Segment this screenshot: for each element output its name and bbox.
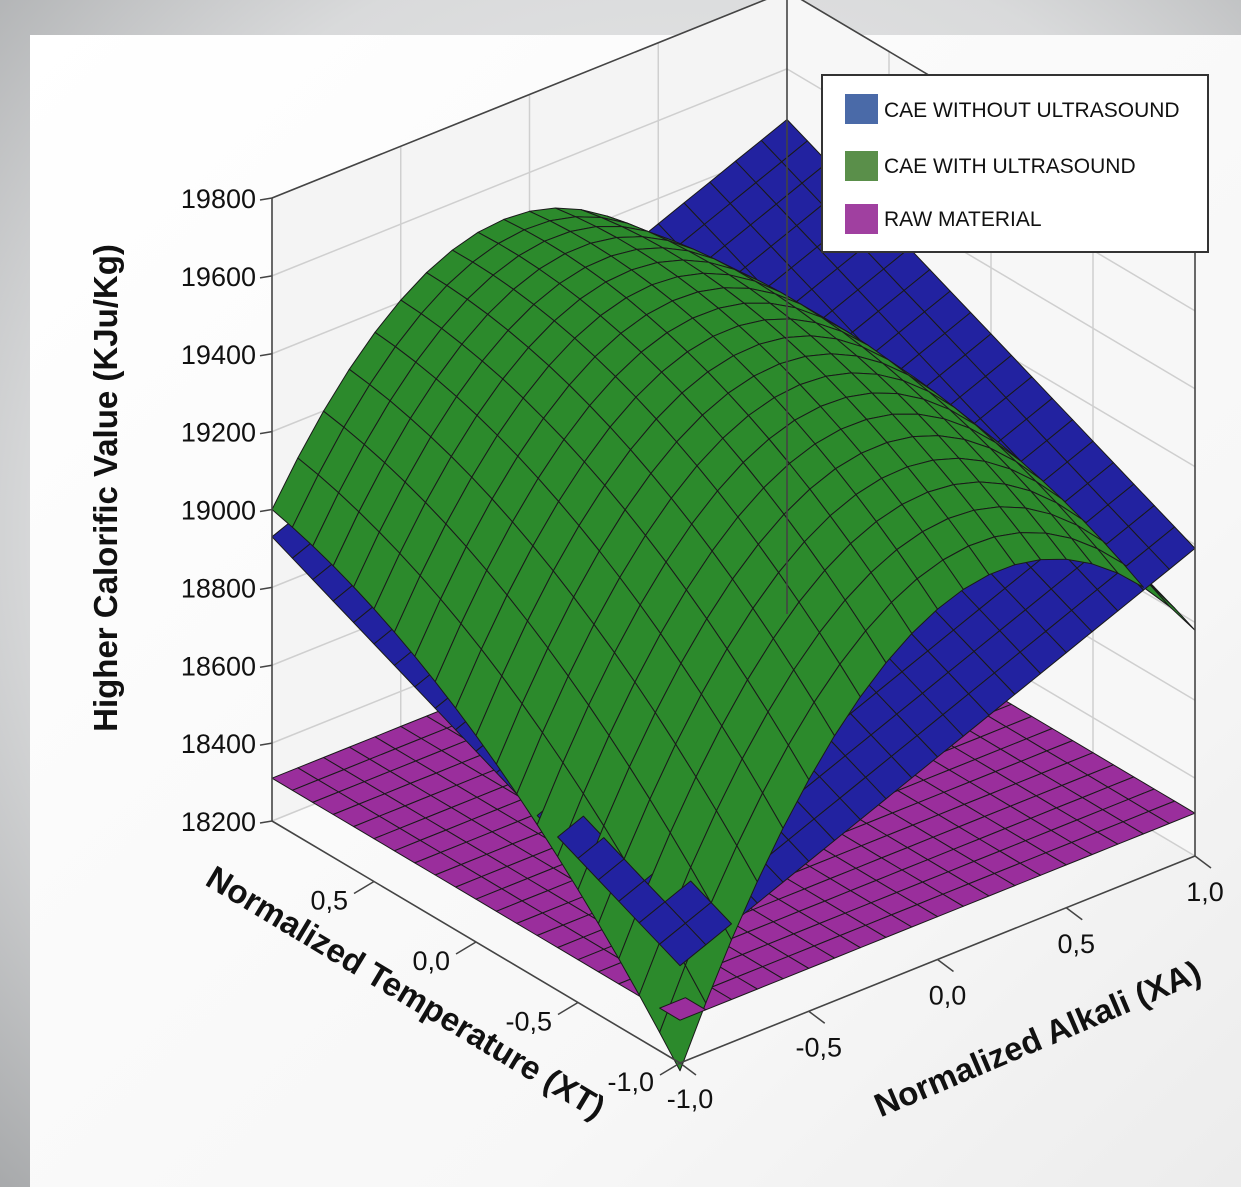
z-axis-label: Higher Calorific Value (KJu/Kg): [87, 244, 124, 732]
z-tick-mark: [259, 353, 273, 357]
xa-tick-label: 0,5: [1057, 929, 1095, 959]
surface-patch-1: [736, 792, 784, 883]
z-tick-label: 19600: [181, 262, 256, 292]
xt-tick-mark: [455, 941, 477, 955]
xa-tick-label: -0,5: [795, 1032, 842, 1062]
legend-swatch-1: [845, 151, 878, 181]
xt-tick-label: 0,5: [310, 886, 348, 916]
z-tick-mark: [259, 275, 273, 279]
xa-tick-mark: [1065, 907, 1083, 921]
z-tick-label: 18600: [181, 651, 256, 681]
z-tick-mark: [259, 742, 273, 746]
xt-tick-label: -1,0: [607, 1067, 654, 1097]
z-tick-mark: [259, 664, 273, 668]
z-tick-mark: [259, 197, 273, 201]
z-tick-mark: [259, 430, 273, 435]
surface-patch-2: [659, 997, 707, 1021]
legend: CAE WITHOUT ULTRASOUND CAE WITH ULTRASOU…: [821, 74, 1209, 253]
tick-labels: 19800 19600 19400 19200 19000 18800 18600 18400…: [181, 184, 1224, 1114]
z-tick-label: 19800: [181, 184, 256, 214]
z-tick-mark: [259, 820, 273, 824]
surface-patch-0: [659, 922, 707, 967]
z-tick-label: 18400: [181, 729, 256, 759]
xa-axis-label: Normalized Alkali (XA): [869, 953, 1206, 1124]
xa-tick-mark: [808, 1010, 826, 1024]
z-tick-label: 18200: [181, 807, 256, 837]
xa-tick-label: 1,0: [1186, 877, 1224, 907]
legend-label-0: CAE WITHOUT ULTRASOUND: [884, 99, 1180, 122]
xa-tick-label: -1,0: [667, 1084, 714, 1114]
xa-tick-mark: [1194, 855, 1212, 869]
xa-tick-mark: [679, 1062, 697, 1076]
xt-tick-mark: [353, 880, 375, 895]
z-tick-label: 18800: [181, 573, 256, 603]
surface-plots: [271, 119, 1196, 1072]
z-tick-mark: [259, 508, 273, 513]
xa-tick-mark: [937, 958, 954, 973]
xt-tick-mark: [557, 1001, 579, 1016]
legend-box: [821, 74, 1209, 253]
legend-swatch-0: [845, 94, 878, 124]
legend-label-2: RAW MATERIAL: [884, 208, 1042, 231]
xt-tick-label: -0,5: [505, 1007, 552, 1037]
z-tick-label: 19400: [181, 340, 256, 370]
xa-tick-label: 0,0: [929, 981, 967, 1011]
top-back-line: [271, 0, 767, 199]
xt-tick-mark: [659, 1062, 681, 1076]
legend-swatch-2: [845, 204, 878, 234]
z-tick-label: 19200: [181, 418, 256, 448]
z-tick-mark: [259, 586, 273, 591]
xt-tick-label: 0,0: [412, 946, 450, 976]
legend-label-1: CAE WITH ULTRASOUND: [884, 155, 1136, 178]
z-tick-label: 19000: [181, 496, 256, 526]
